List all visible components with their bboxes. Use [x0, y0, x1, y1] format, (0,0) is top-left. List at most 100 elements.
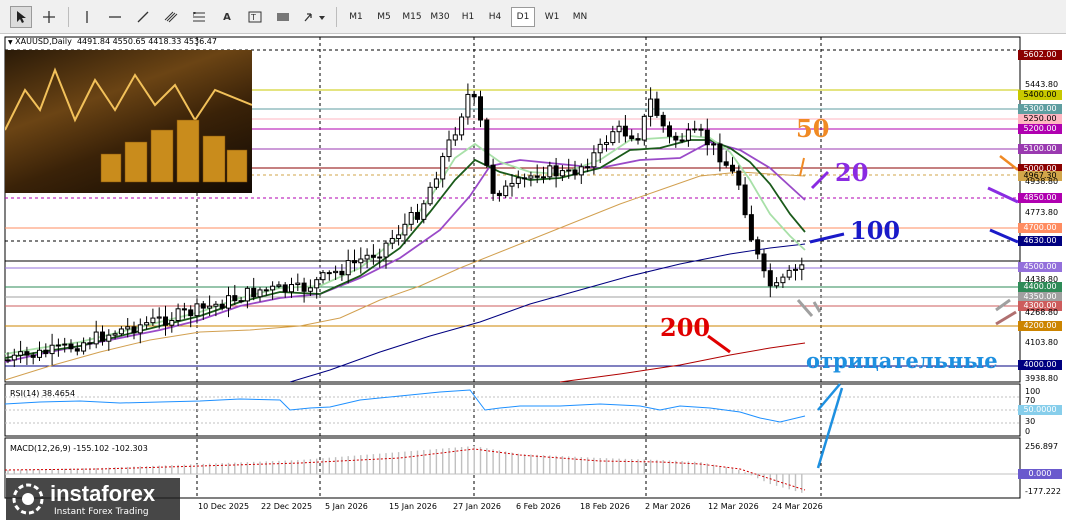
candle-body [471, 93, 477, 98]
candle-body [383, 242, 389, 258]
candle-body [490, 164, 496, 194]
logo-icon [12, 483, 44, 515]
timeframe-h1[interactable]: H1 [461, 12, 475, 22]
price-axis-label: 3938.80 [1025, 374, 1059, 383]
candle-body [62, 343, 68, 346]
candle-body [295, 282, 301, 286]
candle-body [597, 143, 603, 154]
candle-body [509, 182, 515, 187]
candle-body [106, 334, 112, 342]
crosshair-icon[interactable] [38, 6, 60, 28]
macd-signal-line [4, 448, 806, 491]
candle-body [496, 192, 502, 197]
rsi-level-100: 100 [1025, 387, 1041, 396]
date-label: 24 Mar 2026 [772, 502, 823, 511]
fibonacci-icon[interactable]: F [188, 6, 210, 28]
price-axis-label: 5602.00 [1018, 50, 1062, 60]
candle-body [402, 223, 408, 236]
candle-body [604, 142, 609, 145]
candle-body [137, 324, 143, 334]
timeframe-d1[interactable]: D1 [511, 7, 535, 27]
trendline-icon[interactable] [132, 6, 154, 28]
logo-brand: instaforex [50, 481, 156, 506]
timeframe-m15[interactable]: M15 [402, 12, 422, 22]
main-pane-frame [4, 36, 1021, 383]
instaforex-logo: instaforex Instant Forex Trading [6, 478, 180, 520]
price-axis-label: 5443.80 [1025, 80, 1059, 89]
candle-body [11, 354, 17, 361]
candle-body [522, 177, 528, 180]
candle-body [585, 166, 591, 169]
annotation-ma20: 20 [835, 158, 869, 187]
candle-body [591, 152, 597, 168]
chart-window[interactable]: ▼ XAUUSD,Daily 4491.84 4550.65 4418.33 4… [0, 34, 1066, 522]
candle-body [515, 177, 521, 184]
candle-body [144, 322, 150, 326]
candle-body [534, 175, 540, 178]
candle-body [282, 284, 288, 293]
timeframe-m5[interactable]: M5 [377, 12, 391, 22]
candle-body [503, 185, 509, 197]
timeframe-h4[interactable]: H4 [488, 12, 502, 22]
price-axis-label: 4700.00 [1018, 223, 1062, 233]
date-label: 10 Dec 2025 [198, 502, 250, 511]
cursor-icon[interactable] [10, 6, 32, 28]
candle-body [358, 258, 364, 264]
horizontal-line-icon[interactable] [104, 6, 126, 28]
price-axis-label: 4938.80 [1025, 177, 1059, 186]
annotation-ma100: 100 [850, 216, 901, 245]
rsi-pane-title: RSI(14) 38.4654 [10, 389, 76, 398]
candle-body [100, 331, 105, 342]
arrows-dropdown-icon[interactable] [300, 6, 330, 28]
timeframe-m30[interactable]: M30 [430, 12, 450, 22]
date-label: 5 Jan 2026 [325, 502, 368, 511]
candle-body [547, 165, 553, 178]
candle-body [314, 279, 320, 289]
candle-body [49, 344, 55, 355]
price-axis-label: 4200.00 [1018, 321, 1062, 331]
candle-body [251, 287, 257, 298]
candle-body [566, 169, 572, 172]
candle-body [717, 143, 723, 163]
candle-body [667, 125, 672, 137]
candle-body [24, 351, 30, 356]
annotation-arrows [707, 155, 1019, 469]
candle-body [755, 239, 761, 255]
channel-icon[interactable] [160, 6, 182, 28]
price-axis-label: 4103.80 [1025, 338, 1059, 347]
candle-body [55, 344, 61, 347]
timeframe-m1[interactable]: M1 [349, 12, 363, 22]
candle-body [641, 115, 647, 141]
candle-body [484, 119, 490, 166]
timeframe-w1[interactable]: W1 [544, 12, 560, 22]
candle-body [433, 178, 439, 188]
vertical-line-icon[interactable] [76, 6, 98, 28]
candle-body [131, 326, 137, 334]
candle-body [541, 176, 546, 179]
rectangle-icon[interactable] [272, 6, 294, 28]
label-tool-icon[interactable]: T [244, 6, 266, 28]
macd-level-max: 256.897 [1025, 442, 1059, 451]
candle-body [156, 316, 162, 319]
candle-body [219, 303, 225, 309]
price-axis-label: 4268.80 [1025, 308, 1059, 317]
candle-body [572, 169, 578, 176]
candle-body [276, 284, 282, 287]
candle-body [446, 139, 452, 158]
gold-coins-image [5, 50, 252, 193]
candle-body [257, 289, 263, 298]
text-tool-icon[interactable]: A [223, 11, 231, 23]
timeframe-mn[interactable]: MN [572, 12, 588, 22]
candle-body [723, 161, 729, 166]
price-axis-label: 4850.00 [1018, 193, 1062, 203]
price-axis-label: 4400.00 [1018, 282, 1062, 292]
candle-body [692, 128, 698, 131]
candle-body [352, 260, 357, 264]
price-axis-label: 4630.00 [1018, 236, 1062, 246]
candle-body [452, 134, 458, 141]
candle-body [478, 96, 483, 121]
candle-body [774, 282, 780, 287]
candle-body [616, 125, 622, 133]
rsi-level-70: 70 [1025, 396, 1036, 405]
